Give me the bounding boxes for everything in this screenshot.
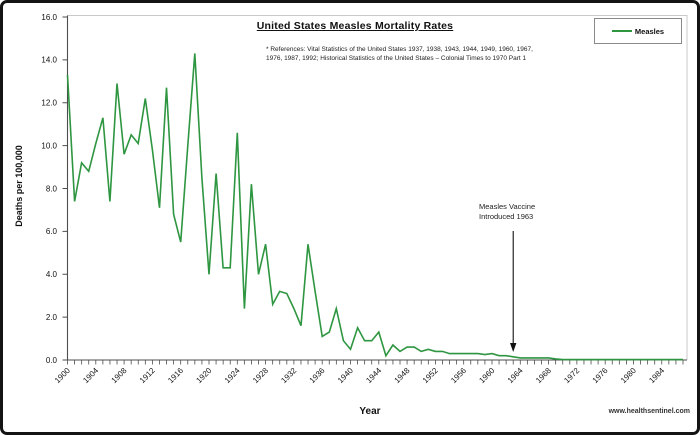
x-tick-label: 1908 bbox=[110, 366, 129, 385]
x-tick-label: 1920 bbox=[194, 366, 213, 385]
vaccine-arrow bbox=[510, 231, 517, 352]
x-tick-label: 1972 bbox=[562, 366, 581, 385]
x-tick-label: 1944 bbox=[364, 366, 383, 385]
y-tick-label: 12.0 bbox=[41, 99, 57, 108]
x-tick-label: 1956 bbox=[449, 366, 468, 385]
x-tick-label: 1976 bbox=[591, 366, 610, 385]
x-axis-labels: 1900 1904 1908 1912 1916 1920 1924 1928 1932 1936… bbox=[53, 366, 667, 385]
references-note: * References: Vital Statistics of the Un… bbox=[266, 46, 533, 63]
x-tick-label: 1932 bbox=[279, 366, 298, 385]
y-tick-label: 4.0 bbox=[46, 270, 58, 279]
y-tick-label: 14.0 bbox=[41, 56, 57, 65]
x-tick-label: 1964 bbox=[506, 366, 525, 385]
y-tick-label: 8.0 bbox=[46, 184, 58, 193]
references-line-2: 1976, 1987, 1992; Historical Statistics … bbox=[266, 54, 527, 62]
watermark-url: www.healthsentinel.com bbox=[608, 408, 690, 415]
y-tick-label: 0.0 bbox=[46, 356, 58, 365]
legend-measles-label: Measles bbox=[634, 26, 665, 36]
references-line-1: * References: Vital Statistics of the Un… bbox=[266, 46, 533, 53]
x-axis-ticks bbox=[67, 360, 684, 365]
x-tick-label: 1904 bbox=[81, 366, 100, 385]
y-axis-title: Deaths per 100,000 bbox=[14, 145, 24, 227]
y-axis-ticks: 16.0 14.0 12.0 10.0 8.0 6.0 4.0 2.0 0.0 bbox=[41, 13, 68, 365]
x-tick-label: 1916 bbox=[166, 366, 185, 385]
vaccine-annotation: Measles Vaccine Introduced 1963 bbox=[479, 202, 535, 222]
x-tick-label: 1968 bbox=[534, 366, 553, 385]
x-tick-label: 1984 bbox=[647, 366, 666, 385]
x-tick-label: 1928 bbox=[251, 366, 270, 385]
x-tick-label: 1980 bbox=[619, 366, 638, 385]
y-tick-label: 10.0 bbox=[41, 141, 57, 150]
measles-line-swatch-icon bbox=[611, 30, 632, 32]
x-tick-label: 1912 bbox=[138, 366, 157, 385]
legend: Measles bbox=[594, 18, 682, 44]
x-tick-label: 1960 bbox=[477, 366, 496, 385]
x-tick-label: 1936 bbox=[308, 366, 327, 385]
x-tick-label: 1948 bbox=[393, 366, 412, 385]
x-tick-label: 1940 bbox=[336, 366, 355, 385]
y-tick-label: 16.0 bbox=[41, 13, 57, 22]
y-tick-label: 6.0 bbox=[46, 227, 58, 236]
plot-border bbox=[67, 15, 688, 360]
y-tick-label: 2.0 bbox=[46, 313, 58, 322]
vaccine-annotation-line-2: Introduced 1963 bbox=[479, 212, 534, 221]
vaccine-annotation-line-1: Measles Vaccine bbox=[479, 202, 536, 211]
x-axis-title: Year bbox=[359, 406, 381, 417]
x-tick-label: 1924 bbox=[223, 366, 242, 385]
x-tick-label: 1952 bbox=[421, 366, 440, 385]
chart-title: United States Measles Mortality Rates bbox=[256, 20, 454, 32]
measles-series-line bbox=[66, 53, 683, 361]
x-tick-label: 1900 bbox=[53, 366, 72, 385]
